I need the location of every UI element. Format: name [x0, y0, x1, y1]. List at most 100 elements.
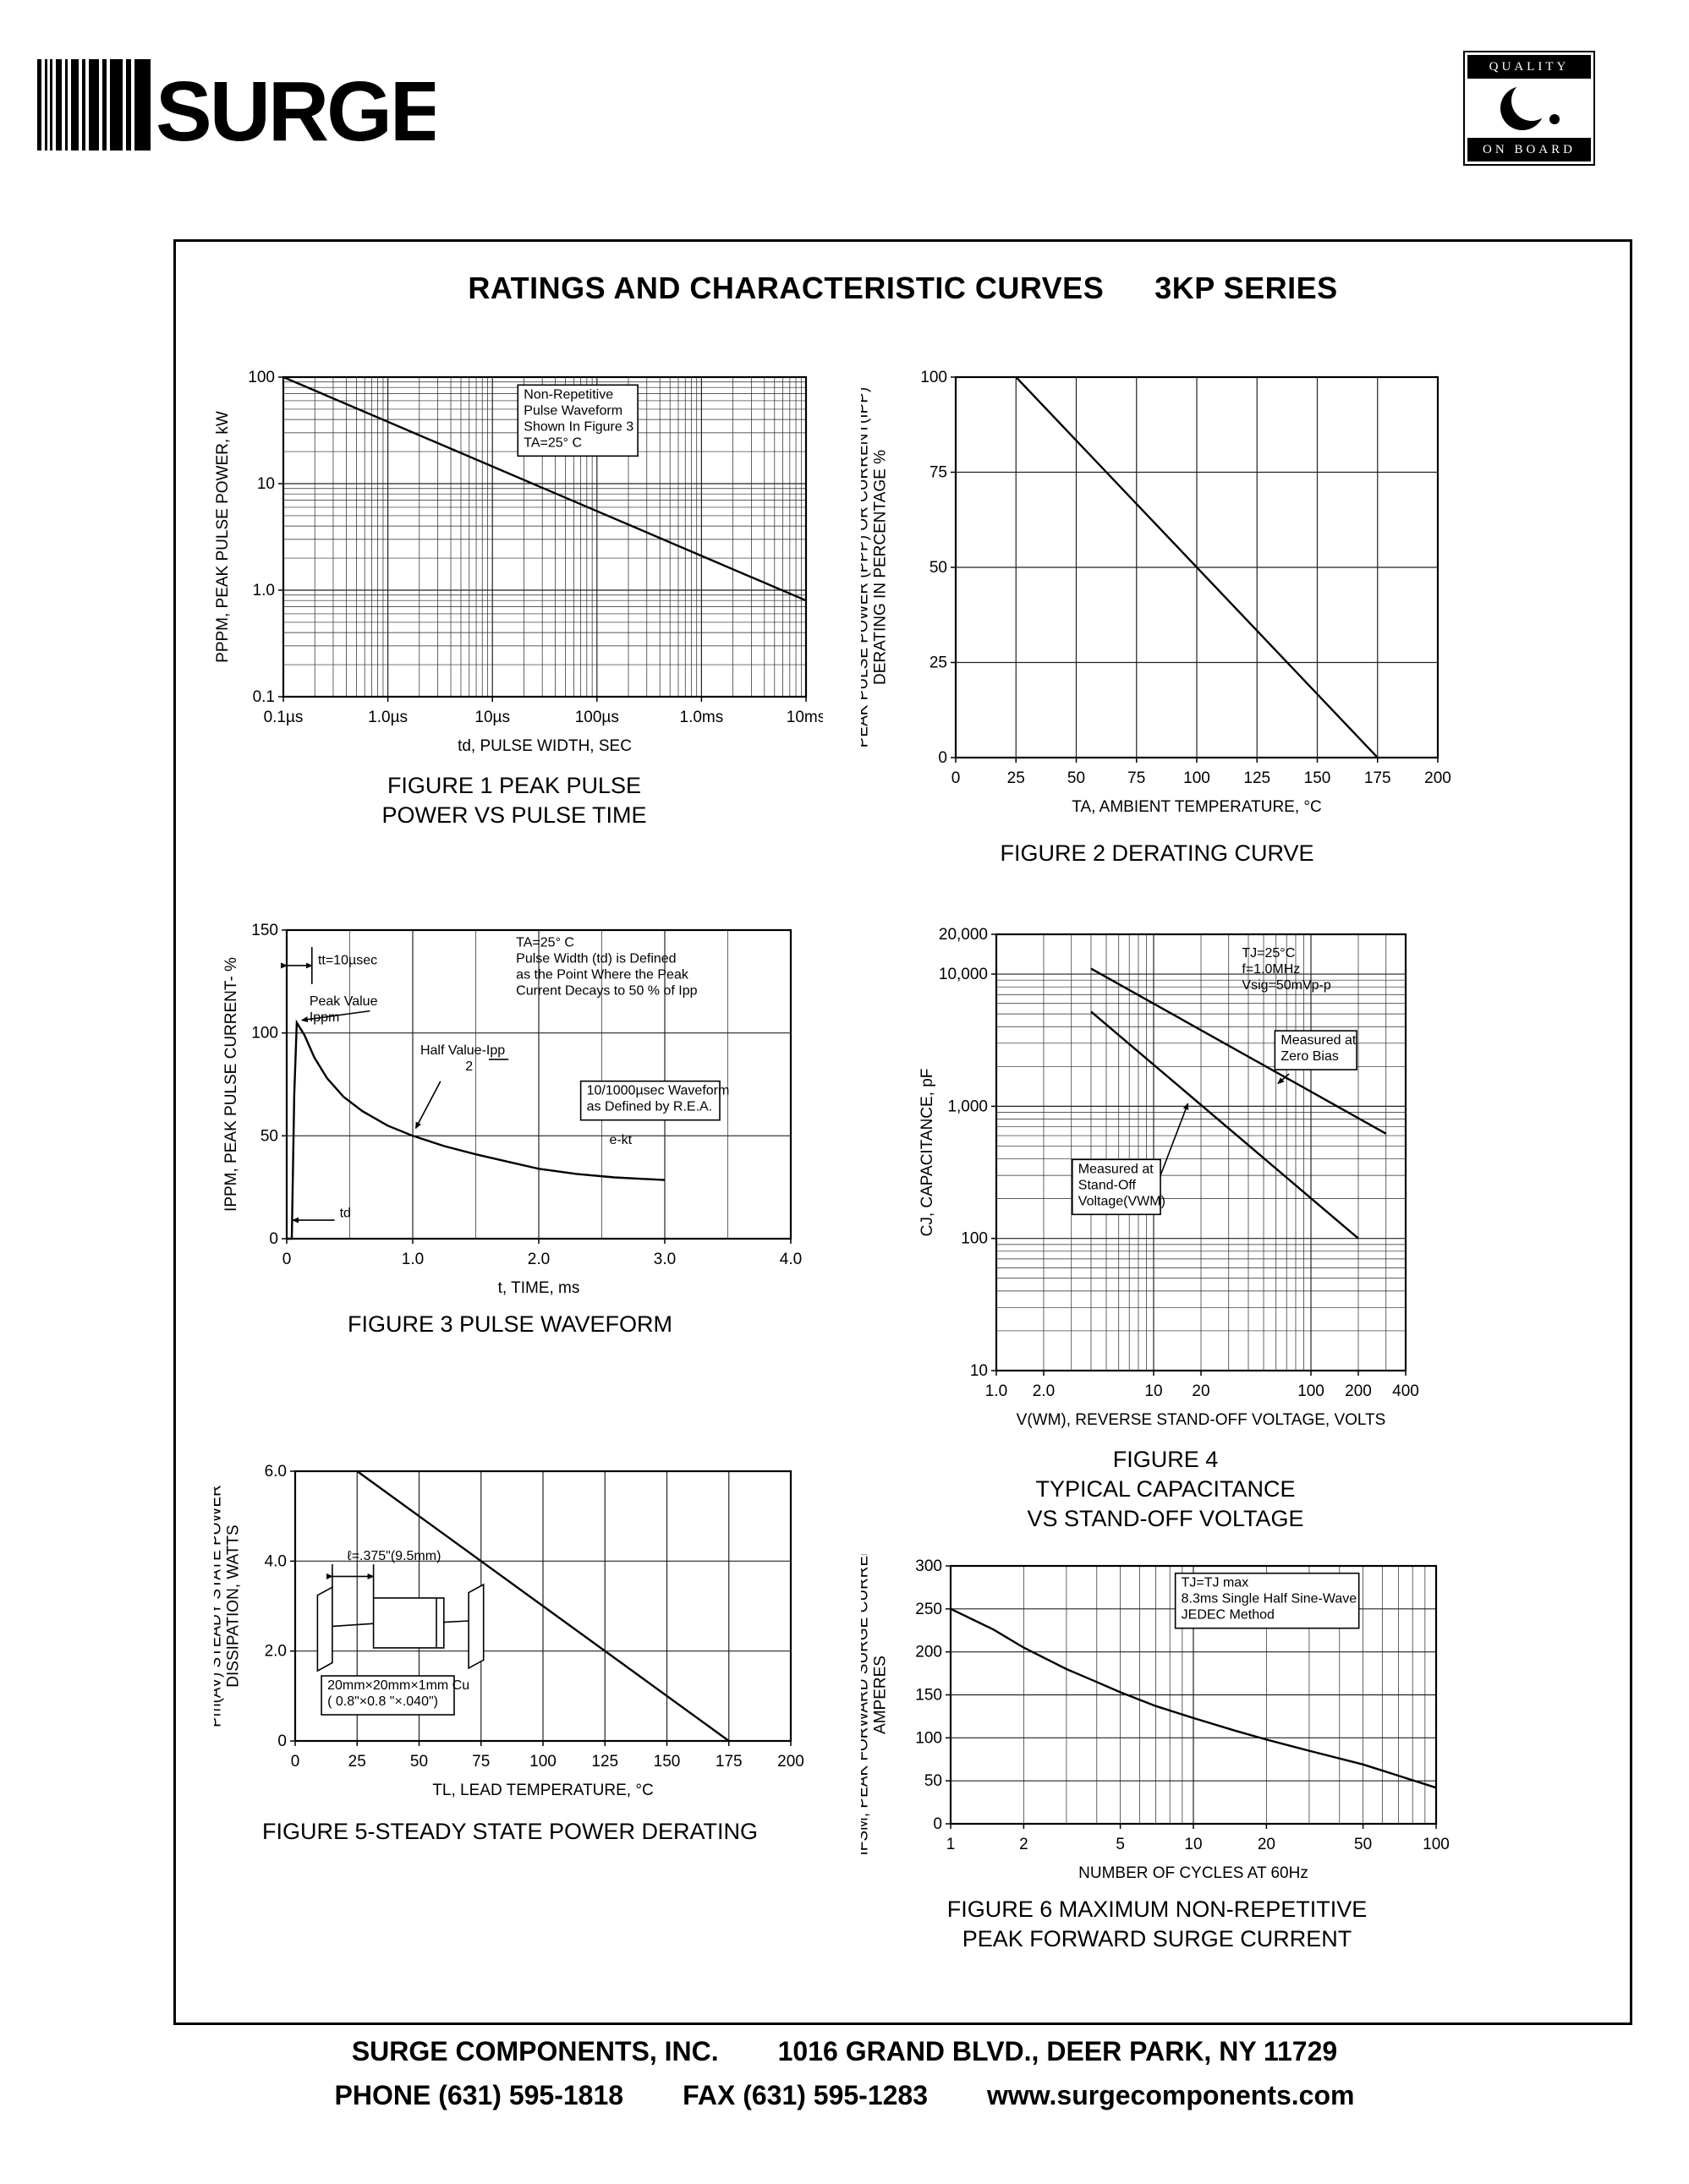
svg-text:1: 1 [946, 1836, 956, 1853]
svg-text:1.0: 1.0 [985, 1382, 1007, 1400]
svg-text:50: 50 [924, 1772, 942, 1790]
svg-text:IPPM, PEAK PULSE CURRENT- %: IPPM, PEAK PULSE CURRENT- % [222, 957, 240, 1212]
svg-text:Ippm: Ippm [310, 1010, 340, 1025]
figure-6-caption: FIGURE 6 MAXIMUM NON-REPETITIVE PEAK FOR… [946, 1897, 1368, 1952]
quality-on-board-badge: QUALITY ON BOARD [1463, 51, 1595, 166]
footer-line-2: PHONE (631) 595-1818 FAX (631) 595-1283 … [0, 2080, 1689, 2111]
svg-text:400: 400 [1392, 1382, 1419, 1400]
svg-text:100: 100 [961, 1230, 988, 1248]
svg-text:Current Decays to 50 % of Ipp: Current Decays to 50 % of Ipp [516, 983, 697, 998]
svg-text:100: 100 [915, 1729, 942, 1747]
svg-text:as Defined by R.E.A.: as Defined by R.E.A. [587, 1100, 713, 1114]
figure-5-caption: FIGURE 5-STEADY STATE POWER DERATING [261, 1819, 759, 1844]
svg-text:125: 125 [1243, 769, 1270, 787]
fig6-svg: TJ=TJ max 8.3ms Single Half Sine-WaveJEDE… [854, 1534, 1450, 1882]
svg-text:8.3ms Single Half Sine-Wave: 8.3ms Single Half Sine-Wave [1182, 1592, 1357, 1607]
svg-text:200: 200 [1345, 1382, 1372, 1400]
svg-text:as the Point Where the Peak: as the Point Where the Peak [516, 967, 689, 982]
svg-text:20mm×20mm×1mm Cu: 20mm×20mm×1mm Cu [327, 1678, 469, 1693]
svg-text:10µs: 10µs [474, 709, 510, 726]
figure-6: TJ=TJ max 8.3ms Single Half Sine-Wave JEDE… [854, 1534, 1453, 1954]
website-text: www.surgecomponents.com [987, 2080, 1355, 2110]
figure-3-chart: TA=25° C Pulse Width (td) is Defined as th… [214, 918, 806, 1303]
company-address: 1016 GRAND BLVD., DEER PARK, NY 11729 [777, 2036, 1338, 2066]
svg-text:Stand-Off: Stand-Off [1078, 1178, 1137, 1192]
svg-text:2: 2 [1019, 1836, 1028, 1853]
badge-on-board-label: ON BOARD [1467, 138, 1591, 161]
svg-text:1.0µs: 1.0µs [368, 709, 408, 726]
svg-text:tt=10µsec: tt=10µsec [318, 953, 377, 967]
svg-text:25: 25 [929, 654, 947, 672]
svg-text:1.0: 1.0 [402, 1251, 424, 1268]
figure-3: TA=25° C Pulse Width (td) is Defined as th… [214, 918, 806, 1339]
page-title: RATINGS AND CHARACTERISTIC CURVES 3KP SER… [176, 271, 1630, 306]
title-text: RATINGS AND CHARACTERISTIC CURVES [468, 271, 1105, 305]
svg-text:2.0: 2.0 [528, 1251, 550, 1268]
svg-text:150: 150 [654, 1753, 681, 1771]
fig4-series-stand-off-voltage [1090, 1010, 1359, 1240]
svg-text:Non-Repetitive: Non-Repetitive [524, 387, 613, 402]
svg-text:125: 125 [591, 1753, 618, 1771]
svg-text:0: 0 [938, 749, 947, 767]
svg-text:Shown In Figure 3: Shown In Figure 3 [524, 419, 633, 434]
svg-text:TA, AMBIENT TEMPERATURE, °C: TA, AMBIENT TEMPERATURE, °C [1072, 798, 1321, 816]
svg-text:Measured at: Measured at [1280, 1033, 1356, 1048]
svg-text:PPPM, PEAK PULSE POWER, kW: PPPM, PEAK PULSE POWER, kW [214, 411, 232, 663]
figure-4-chart: TJ=25°C f=1.0MHz Vsig=50mVp-p Measured at Ze… [912, 922, 1419, 1438]
svg-text:4.0: 4.0 [780, 1251, 802, 1268]
svg-text:10,000: 10,000 [939, 966, 988, 983]
fig1-series-peak-pulse-power [282, 375, 807, 602]
badge-quality-label: QUALITY [1467, 55, 1591, 79]
svg-text:50: 50 [929, 559, 947, 577]
fig3-series-pulse-waveform [287, 1019, 666, 1240]
svg-text:Peak Value: Peak Value [310, 994, 378, 1009]
footer-line-1: SURGE COMPONENTS, INC. 1016 GRAND BLVD.,… [0, 2036, 1689, 2067]
logo-text: SURGE [156, 64, 435, 154]
fig5-series-steady-state-power [356, 1470, 730, 1742]
svg-text:10: 10 [1144, 1382, 1162, 1400]
svg-text:Pulse Width (td) is Defined: Pulse Width (td) is Defined [516, 951, 676, 966]
svg-text:150: 150 [251, 922, 278, 939]
svg-text:50: 50 [260, 1127, 278, 1145]
svg-text:TA=25° C: TA=25° C [524, 435, 582, 450]
figure-4: TJ=25°C f=1.0MHz Vsig=50mVp-p Measured at Ze… [912, 922, 1419, 1534]
svg-text:250: 250 [915, 1601, 942, 1618]
svg-text:10: 10 [970, 1362, 988, 1380]
svg-text:150: 150 [1304, 769, 1331, 787]
svg-text:20,000: 20,000 [939, 926, 988, 944]
svg-text:25: 25 [348, 1753, 366, 1771]
figure-1-chart: Non-Repetitive Pulse Waveform Shown In Fig… [206, 367, 825, 764]
svg-text:e-kt: e-kt [609, 1133, 632, 1147]
fig4-series-zero-bias [1090, 967, 1387, 1135]
svg-text:75: 75 [929, 464, 947, 482]
figure-6-chart: TJ=TJ max 8.3ms Single Half Sine-Wave JEDE… [854, 1534, 1453, 1888]
svg-text:150: 150 [915, 1687, 942, 1705]
surge-logo: SURGE [37, 56, 447, 159]
svg-text:0.1µs: 0.1µs [264, 709, 304, 726]
svg-text:CJ, CAPACITANCE, pF: CJ, CAPACITANCE, pF [919, 1069, 936, 1237]
svg-text:100: 100 [1297, 1382, 1324, 1400]
svg-text:5: 5 [1116, 1836, 1125, 1853]
svg-text:300: 300 [915, 1557, 942, 1575]
svg-text:Measured at: Measured at [1078, 1162, 1154, 1176]
curves-panel: RATINGS AND CHARACTERISTIC CURVES 3KP SER… [173, 239, 1632, 2025]
figure-2-caption: FIGURE 2 DERATING CURVE [1000, 840, 1314, 866]
figure-2-chart: 0 25 50 75 100 125 150 175 200 0 25 50 75 100 TA, AMBI… [854, 367, 1453, 832]
svg-text:0: 0 [277, 1732, 287, 1750]
series-label: 3KP SERIES [1154, 271, 1338, 305]
svg-text:100: 100 [529, 1753, 557, 1771]
barcode-bars-icon [37, 59, 151, 151]
svg-text:10: 10 [257, 475, 275, 493]
svg-text:10/1000µsec Waveform: 10/1000µsec Waveform [587, 1084, 730, 1098]
svg-text:4.0: 4.0 [265, 1552, 287, 1570]
phone-number: PHONE (631) 595-1818 [334, 2080, 624, 2110]
svg-text:ℓ=.375"(9.5mm): ℓ=.375"(9.5mm) [348, 1549, 441, 1563]
svg-text:TJ=25°C: TJ=25°C [1242, 946, 1295, 961]
svg-text:100: 100 [920, 369, 947, 386]
svg-text:25: 25 [1007, 769, 1025, 787]
svg-text:IFSM, PEAK FORWARD SURGE CURRE: IFSM, PEAK FORWARD SURGE CURRENTAMPERES [861, 1554, 890, 1856]
svg-text:1.0ms: 1.0ms [680, 709, 724, 726]
fax-number: FAX (631) 595-1283 [683, 2080, 929, 2110]
